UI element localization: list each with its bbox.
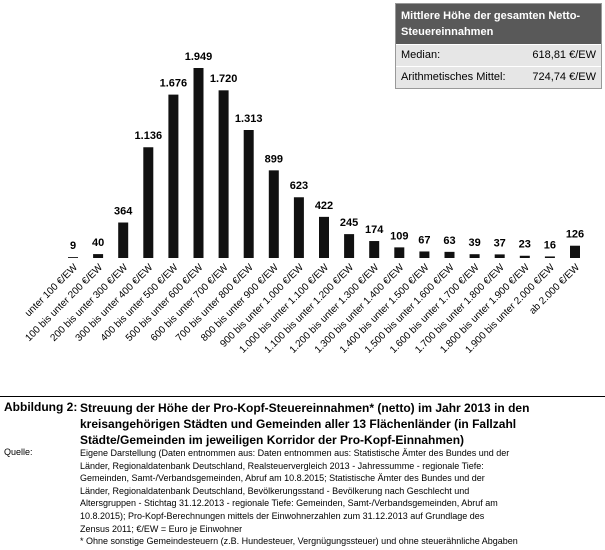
bar xyxy=(218,90,229,258)
source-line: Zensus 2011; €/EW = Euro je Einwohner xyxy=(80,523,243,534)
source-line: Altersgruppen - Stichtag 31.12.2013 - re… xyxy=(80,498,498,509)
value-label: 126 xyxy=(566,229,584,241)
bar xyxy=(544,256,555,258)
bar xyxy=(494,254,505,258)
bar xyxy=(193,68,204,258)
bar xyxy=(419,251,430,258)
value-label: 23 xyxy=(519,239,531,251)
value-label: 16 xyxy=(544,239,556,251)
value-label: 9 xyxy=(70,240,76,252)
info-value: 724,74 €/EW xyxy=(532,71,596,83)
value-label: 174 xyxy=(365,224,384,236)
bar xyxy=(118,222,129,258)
caption-line: Städte/Gemeinden im jeweiligen Korridor … xyxy=(80,433,465,447)
bar xyxy=(293,197,304,258)
bar xyxy=(268,170,279,258)
bar xyxy=(243,130,254,258)
source-line: Gemeinden, Samt-/Verbandsgemeinden, Abru… xyxy=(80,473,485,484)
figure-caption: Streuung der Höhe der Pro-Kopf-Steuerein… xyxy=(80,400,600,448)
bar xyxy=(143,147,154,258)
bar xyxy=(68,257,78,258)
info-box: Mittlere Höhe der gesamten Netto-Steuere… xyxy=(395,3,602,89)
bar xyxy=(519,255,530,258)
value-label: 1.313 xyxy=(235,113,263,125)
info-value: 618,81 €/EW xyxy=(532,49,596,61)
caption-line: Streuung der Höhe der Pro-Kopf-Steuerein… xyxy=(80,401,530,415)
value-label: 623 xyxy=(290,180,308,192)
value-label: 1.676 xyxy=(160,78,188,90)
bar xyxy=(319,216,329,258)
figure-label: Abbildung 2: xyxy=(4,400,78,414)
bar xyxy=(93,254,104,258)
value-label: 39 xyxy=(468,237,480,249)
info-key: Arithmetisches Mittel: xyxy=(401,71,506,83)
source-line: Länder, Regionaldatenbank Deutschland, B… xyxy=(80,485,470,496)
value-label: 1.136 xyxy=(135,130,163,142)
source-line: * Ohne sonstige Gemeindesteuern (z.B. Hu… xyxy=(80,536,518,547)
source-label: Quelle: xyxy=(4,447,33,457)
source-line: 10.8.2015); Pro-Kopf-Berechnungen mittel… xyxy=(80,510,485,521)
bar xyxy=(469,254,480,258)
value-label: 63 xyxy=(443,235,455,247)
bar xyxy=(344,234,355,258)
info-key: Median: xyxy=(401,49,441,61)
info-title: Mittlere Höhe der gesamten Netto-Steuere… xyxy=(396,4,601,44)
bar xyxy=(444,251,455,258)
source-text: Eigene Darstellung (Daten entnommen aus:… xyxy=(80,447,605,548)
value-label: 67 xyxy=(418,234,430,246)
source-line: Eigene Darstellung (Daten entnommen aus:… xyxy=(80,448,510,458)
value-label: 245 xyxy=(340,217,358,229)
value-label: 1.720 xyxy=(210,73,238,85)
value-label: 1.949 xyxy=(185,51,213,63)
bar xyxy=(369,241,380,258)
value-label: 422 xyxy=(315,200,333,212)
caption: Abbildung 2: Streuung der Höhe der Pro-K… xyxy=(0,396,605,546)
value-label: 364 xyxy=(114,205,133,217)
value-label: 37 xyxy=(494,237,506,249)
value-label: 40 xyxy=(92,237,104,249)
bar xyxy=(570,245,580,258)
info-row: Arithmetisches Mittel: 724,74 €/EW xyxy=(396,66,601,88)
value-label: 899 xyxy=(265,153,283,165)
bar xyxy=(394,247,405,258)
caption-line: kreisangehörigen Städten und Gemeinden a… xyxy=(80,417,517,431)
source-line: Länder, Regionaldatenbank Deutschland, R… xyxy=(80,460,484,471)
info-row: Median: 618,81 €/EW xyxy=(396,44,601,66)
bar xyxy=(168,94,179,258)
value-label: 109 xyxy=(390,230,408,242)
